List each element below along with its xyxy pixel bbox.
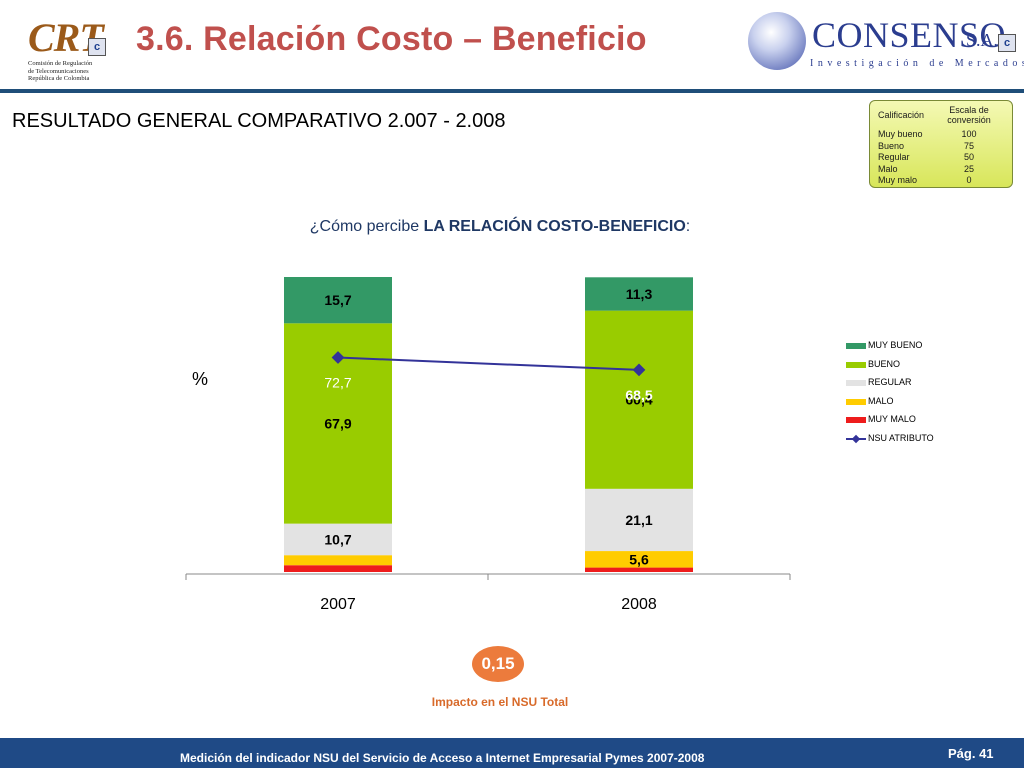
bar-segment-muy-malo (284, 565, 392, 572)
crt-logo: CRT c Comisión de Regulación de Telecomu… (22, 10, 112, 86)
legend-swatch (846, 417, 866, 423)
data-label: 60,4 (625, 392, 652, 408)
crt-logo-caption: Comisión de Regulación de Telecomunicaci… (28, 60, 92, 83)
rating-label: Regular (878, 152, 910, 162)
rating-value: 25 (963, 163, 974, 174)
table-row: Bueno 75 (878, 141, 998, 153)
consenso-tagline: Investigación de Mercados (810, 58, 1024, 69)
page-number: Pág. 41 (948, 746, 994, 761)
crt-copyright-badge: c (88, 38, 106, 56)
nsu-value-label: 68,5 (625, 387, 652, 403)
bar-segment-muy-bueno (284, 277, 392, 324)
data-label: 5,6 (629, 551, 649, 567)
crt-caption-line: Comisión de Regulación (28, 60, 93, 67)
data-label: 11,3 (626, 286, 653, 302)
slide-title: 3.6. Relación Costo – Beneficio (136, 20, 647, 58)
bar-segment-muy-malo (585, 567, 693, 572)
x-tick-label: 2007 (320, 596, 356, 613)
bar-segment-malo (585, 551, 693, 568)
table-row: Regular 50 (878, 152, 998, 164)
crt-caption-line: de Telecomunicaciones (28, 67, 89, 75)
consenso-copyright-badge: c (998, 34, 1016, 52)
consenso-logo: CONSENSO S.A. c Investigación de Mercado… (748, 8, 1024, 78)
table-row: Muy bueno 100 (878, 129, 998, 141)
rating-value: 100 (961, 129, 977, 139)
table-header-rating: Calificación (878, 110, 925, 120)
rating-label: Muy malo (878, 175, 918, 185)
conversion-table-grid: Calificación Escala de conversión Muy bu… (878, 105, 998, 187)
impact-caption: Impacto en el NSU Total (431, 695, 569, 709)
data-label: 15,7 (324, 292, 351, 308)
legend-label: NSU ATRIBUTO (868, 432, 934, 443)
data-label: 10,7 (324, 531, 351, 547)
legend-label: MUY BUENO (868, 340, 923, 350)
legend-swatch (846, 380, 866, 386)
rating-value: 0 (966, 175, 972, 185)
bar-segment-muy-bueno (585, 277, 693, 311)
impact-badge: 0,15 (472, 646, 524, 682)
table-row: Muy malo 0 (878, 175, 998, 187)
globe-icon (748, 12, 806, 70)
table-row: Malo 25 (878, 164, 998, 176)
legend-label: MUY MALO (868, 414, 916, 424)
legend-swatch (846, 361, 866, 368)
nsu-line (337, 356, 640, 371)
crt-caption-line: República de Colombia (28, 75, 90, 82)
bar-segment-regular (284, 523, 392, 556)
rating-label: Muy bueno (878, 129, 923, 139)
footer-text: Medición del indicador NSU del Servicio … (180, 751, 705, 765)
x-tick-label: 2008 (621, 596, 657, 613)
bar-segment-bueno (585, 310, 693, 489)
data-label: 21,1 (625, 512, 652, 528)
rating-label: Malo (878, 163, 898, 174)
footer-bar (0, 738, 1024, 768)
bar-segment-malo (284, 555, 392, 566)
header-divider (0, 89, 1024, 93)
data-label: 67,9 (324, 415, 351, 431)
question-emphasis: LA RELACIÓN COSTO-BENEFICIO (423, 218, 686, 235)
legend-label: MALO (868, 395, 894, 406)
rating-value: 75 (963, 140, 974, 151)
bar-segment-regular (585, 488, 693, 552)
legend-swatch (846, 398, 866, 405)
table-header-scale: Escala de conversión (947, 105, 991, 125)
nsu-value-label: 72,7 (324, 375, 351, 391)
legend-label: REGULAR (868, 377, 912, 387)
question-suffix: : (685, 218, 691, 235)
legend-swatch (846, 433, 866, 445)
conversion-scale-table: Calificación Escala de conversión Muy bu… (869, 100, 1013, 188)
y-axis-label: % (192, 369, 209, 389)
consenso-suffix: S.A. (966, 30, 999, 50)
question-prefix: ¿Cómo percibe (309, 218, 424, 235)
section-subtitle: RESULTADO GENERAL COMPARATIVO 2.007 - 2.… (12, 110, 506, 132)
survey-question: ¿Cómo percibe LA RELACIÓN COSTO-BENEFICI… (0, 218, 1000, 236)
nsu-point (331, 351, 345, 364)
rating-label: Bueno (878, 140, 905, 151)
legend-label: BUENO (868, 358, 901, 369)
legend-swatch (846, 343, 866, 349)
rating-value: 50 (963, 152, 974, 162)
consenso-wordmark: CONSENSO (812, 15, 1007, 55)
